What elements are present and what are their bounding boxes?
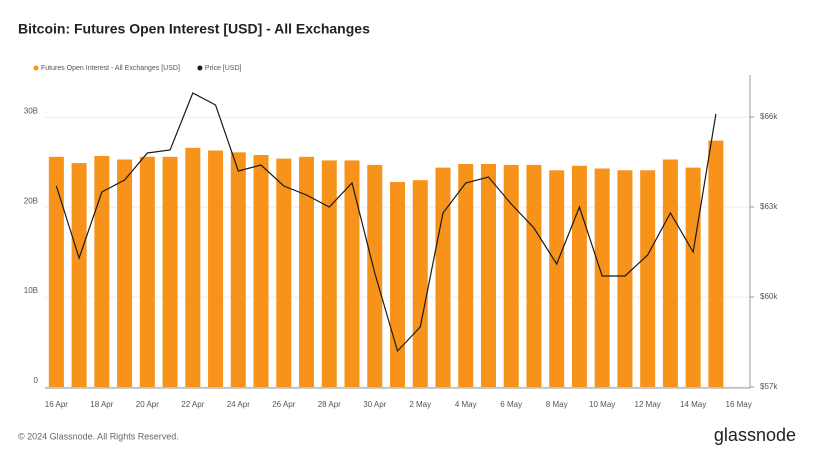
bar [708, 140, 724, 387]
y2-tick-label: $63k [760, 202, 778, 211]
bar [185, 147, 201, 387]
bar [526, 164, 542, 387]
x-tick-label: 8 May [546, 400, 568, 409]
x-tick-label: 26 Apr [272, 400, 295, 409]
bar [253, 155, 269, 387]
y-tick-label: 10B [24, 286, 38, 295]
x-tick-label: 16 Apr [45, 400, 68, 409]
x-tick-label: 10 May [589, 400, 615, 409]
chart-title: Bitcoin: Futures Open Interest [USD] - A… [18, 21, 370, 37]
x-tick-label: 22 Apr [181, 400, 204, 409]
bar [617, 170, 633, 387]
y-tick-label: 0 [34, 376, 39, 385]
legend-swatch [197, 65, 203, 71]
bar [208, 150, 224, 387]
bar [480, 164, 496, 387]
bar [276, 158, 292, 387]
bar [458, 164, 474, 387]
bar [640, 170, 656, 387]
bar [94, 155, 110, 387]
bar [71, 163, 87, 387]
bar [321, 160, 337, 387]
x-tick-label: 14 May [680, 400, 706, 409]
bar [549, 170, 565, 387]
bar [503, 164, 519, 387]
bar [367, 164, 383, 387]
x-tick-label: 28 Apr [318, 400, 341, 409]
brand: glassnode [714, 425, 796, 445]
bar [344, 160, 360, 387]
x-tick-label: 18 Apr [90, 400, 113, 409]
bar [412, 180, 428, 387]
x-tick-label: 20 Apr [136, 400, 159, 409]
legend-label: Futures Open Interest - All Exchanges [U… [41, 65, 180, 72]
legend-label: Price [USD] [205, 65, 242, 72]
bar [117, 159, 133, 387]
footer: © 2024 Glassnode. All Rights Reserved. [18, 431, 179, 441]
bar [594, 168, 610, 387]
bar [435, 167, 451, 387]
y2-tick-label: $57k [760, 382, 778, 391]
bar [571, 165, 587, 387]
y-tick-label: 20B [24, 196, 38, 205]
x-tick-label: 24 Apr [227, 400, 250, 409]
x-tick-label: 4 May [455, 400, 477, 409]
bar [48, 156, 64, 387]
x-tick-label: 6 May [500, 400, 522, 409]
bar [230, 152, 246, 387]
bar [139, 156, 155, 387]
bar [162, 156, 178, 387]
bar [389, 181, 406, 387]
price-line [55, 92, 717, 353]
x-tick-label: 30 Apr [363, 400, 386, 409]
x-tick-label: 2 May [409, 400, 431, 409]
legend-swatch [33, 65, 39, 71]
bar [685, 167, 701, 387]
y2-tick-label: $66k [760, 112, 778, 121]
bar [299, 156, 315, 387]
y2-tick-label: $60k [760, 292, 778, 301]
x-tick-label: 12 May [635, 400, 661, 409]
bar [662, 159, 678, 387]
x-tick-label: 16 May [726, 400, 752, 409]
y-tick-label: 30B [24, 106, 38, 115]
